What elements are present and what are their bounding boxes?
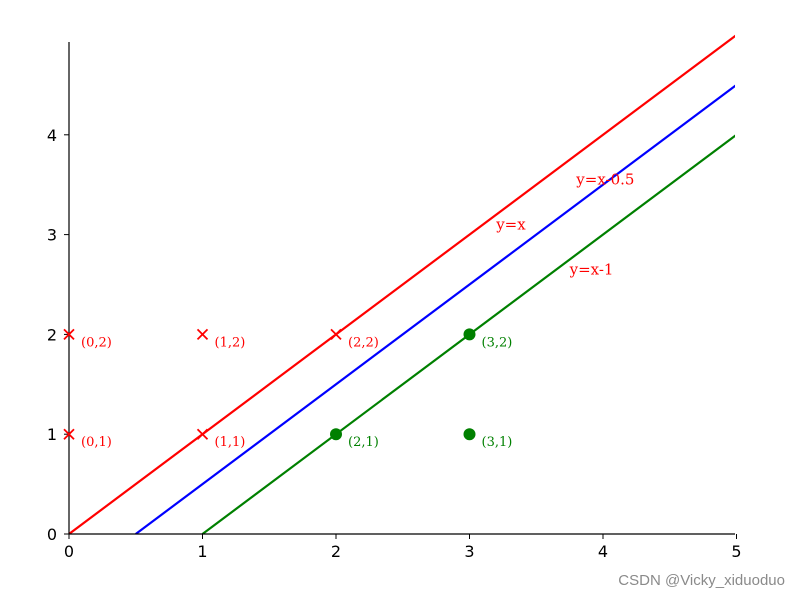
point-label: (3,2) <box>482 335 513 350</box>
point-label: (2,1) <box>348 435 379 450</box>
series-layer <box>69 34 735 534</box>
series-label-y-x-1: y=x-1 <box>569 261 614 279</box>
point-label: (1,1) <box>215 435 246 450</box>
point-label: (2,2) <box>348 335 379 350</box>
x-tick-label: 5 <box>731 542 741 561</box>
watermark: CSDN @Vicky_xiduoduo <box>618 572 785 589</box>
point-marker-circle <box>463 428 476 441</box>
point-marker-circle <box>463 328 476 341</box>
series-label-y-x: y=x <box>495 216 526 234</box>
x-tick-label: 1 <box>197 542 207 561</box>
point-label: (0,2) <box>81 335 112 350</box>
series-label-y-x-0-5: y=x-0.5 <box>575 171 634 189</box>
y-tick-label: 4 <box>47 126 57 145</box>
y-tick-label: 1 <box>47 425 57 444</box>
x-tick-label: 0 <box>64 542 74 561</box>
x-tick-label: 4 <box>598 542 608 561</box>
x-stroke <box>196 428 209 440</box>
x-stroke <box>330 328 342 341</box>
y-tick-label: 0 <box>47 525 57 544</box>
y-tick-label: 3 <box>47 226 57 245</box>
y-tick-label: 2 <box>47 325 57 344</box>
point-label: (3,1) <box>482 435 513 450</box>
axes: 0 1 2 3 4 5 0 1 2 3 4 <box>47 42 742 561</box>
x-tick-label: 3 <box>464 542 474 561</box>
point-marker-circle <box>330 428 342 441</box>
x-stroke <box>63 328 75 341</box>
x-stroke <box>196 328 209 341</box>
series-line-y-x <box>69 34 735 534</box>
point-label: (0,1) <box>81 435 112 450</box>
point-marker-x <box>196 428 209 440</box>
x-tick-label: 2 <box>331 542 341 561</box>
x-stroke <box>63 428 75 440</box>
labels: y=x y=x-0.5 y=x-1 (0,2) (1,2) (2,2) (0,1) (1,1)… <box>81 171 634 451</box>
point-marker-x <box>63 328 75 341</box>
point-marker-x <box>196 328 209 341</box>
markers <box>63 328 476 441</box>
point-label: (1,2) <box>215 335 246 350</box>
point-marker-x <box>63 428 75 440</box>
point-marker-x <box>330 328 342 341</box>
series-line-y-x-0-5 <box>135 84 735 534</box>
